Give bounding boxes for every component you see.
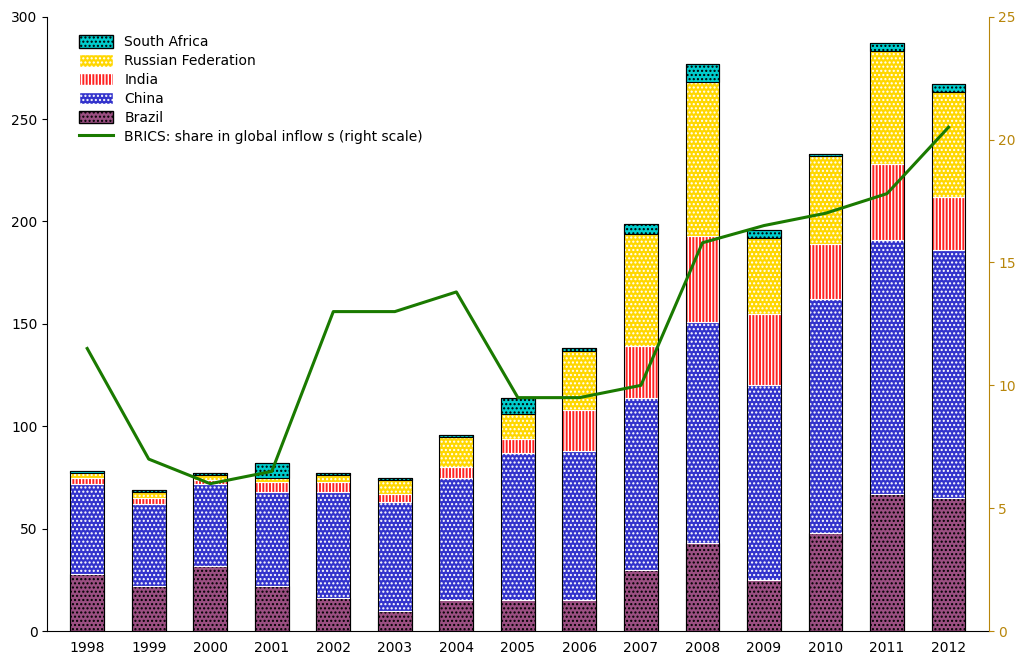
Bar <box>131 586 165 631</box>
Bar <box>870 43 904 631</box>
Bar <box>440 601 473 631</box>
Bar <box>931 197 965 250</box>
Bar <box>193 476 227 480</box>
Bar <box>624 346 658 398</box>
Bar <box>131 490 165 631</box>
Bar <box>378 611 412 631</box>
Bar <box>316 492 350 598</box>
Bar <box>686 64 719 82</box>
Bar <box>563 350 597 410</box>
Bar <box>501 453 535 601</box>
Bar <box>686 322 719 543</box>
Bar <box>870 164 904 240</box>
Bar <box>870 240 904 494</box>
Bar <box>501 398 535 631</box>
Bar <box>316 476 350 482</box>
Bar <box>501 439 535 453</box>
Bar <box>501 398 535 414</box>
Bar <box>563 348 597 350</box>
Bar <box>870 51 904 164</box>
Bar <box>316 474 350 476</box>
Bar <box>808 244 842 299</box>
Bar <box>808 154 842 631</box>
Bar <box>808 156 842 244</box>
Bar <box>70 472 104 474</box>
Bar <box>70 472 104 631</box>
Bar <box>193 480 227 484</box>
Bar <box>808 533 842 631</box>
Bar <box>501 601 535 631</box>
Bar <box>378 478 412 631</box>
Bar <box>624 398 658 569</box>
Bar <box>131 498 165 504</box>
Bar <box>440 436 473 468</box>
Bar <box>747 230 781 238</box>
Bar <box>931 498 965 631</box>
Bar <box>131 504 165 586</box>
Bar <box>624 224 658 234</box>
Bar <box>747 580 781 631</box>
Bar <box>131 492 165 498</box>
Bar <box>931 84 965 93</box>
Bar <box>440 434 473 436</box>
Bar <box>747 386 781 580</box>
Bar <box>70 484 104 574</box>
Bar <box>563 601 597 631</box>
Bar <box>747 314 781 386</box>
Bar <box>931 250 965 498</box>
Bar <box>563 451 597 601</box>
Bar <box>747 238 781 314</box>
Bar <box>747 230 781 631</box>
Legend: South Africa, Russian Federation, India, China, Brazil, BRICS: share in global i: South Africa, Russian Federation, India,… <box>73 30 428 149</box>
Bar <box>563 348 597 631</box>
Bar <box>931 84 965 631</box>
Bar <box>686 82 719 236</box>
Bar <box>316 474 350 631</box>
Bar <box>193 474 227 476</box>
Bar <box>931 93 965 197</box>
Bar <box>808 154 842 156</box>
Bar <box>70 474 104 478</box>
Bar <box>378 480 412 494</box>
Bar <box>378 494 412 502</box>
Bar <box>70 478 104 484</box>
Bar <box>440 468 473 478</box>
Bar <box>870 43 904 51</box>
Bar <box>193 474 227 631</box>
Bar <box>808 299 842 533</box>
Bar <box>440 478 473 601</box>
Bar <box>316 598 350 631</box>
Bar <box>316 482 350 492</box>
Bar <box>686 236 719 322</box>
Bar <box>255 463 289 631</box>
Bar <box>193 565 227 631</box>
Bar <box>870 494 904 631</box>
Bar <box>440 434 473 631</box>
Bar <box>686 64 719 631</box>
Bar <box>255 492 289 586</box>
Bar <box>686 543 719 631</box>
Bar <box>131 490 165 492</box>
Bar <box>255 463 289 478</box>
Bar <box>193 484 227 565</box>
Bar <box>624 234 658 346</box>
Bar <box>378 478 412 480</box>
Bar <box>624 569 658 631</box>
Bar <box>70 574 104 631</box>
Bar <box>501 414 535 439</box>
Bar <box>255 586 289 631</box>
Bar <box>378 502 412 611</box>
Bar <box>255 482 289 492</box>
Bar <box>624 224 658 631</box>
Bar <box>563 410 597 451</box>
Bar <box>255 478 289 482</box>
